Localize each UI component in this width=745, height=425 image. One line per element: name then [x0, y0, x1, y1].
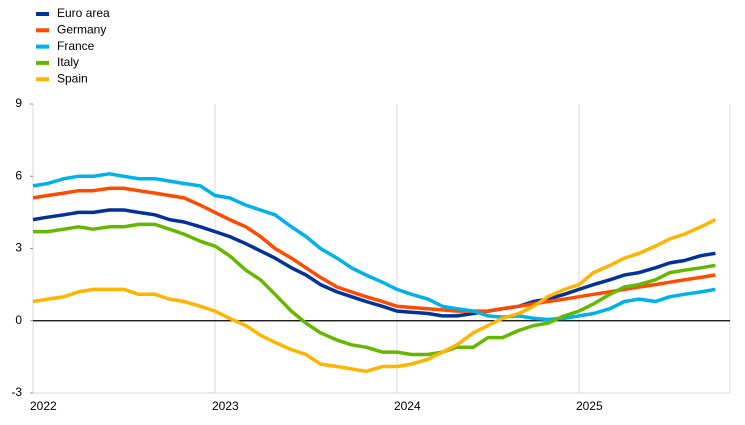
legend-label: Italy	[57, 55, 79, 69]
legend-label: Germany	[57, 22, 106, 36]
y-tick-label: -3	[11, 385, 22, 399]
series-line	[32, 208, 716, 318]
series-line	[32, 186, 716, 313]
series-line	[32, 172, 716, 322]
x-tick-label: 2022	[30, 399, 57, 413]
y-tick-label: 9	[15, 96, 22, 110]
x-tick-label: 2023	[212, 399, 239, 413]
x-tick-label: 2025	[576, 399, 603, 413]
x-tick-label: 2024	[394, 399, 421, 413]
legend-label: France	[57, 39, 95, 53]
y-tick-label: 3	[15, 241, 22, 255]
legend-label: Spain	[57, 71, 88, 85]
series-line	[32, 218, 717, 374]
series-line	[33, 222, 716, 357]
y-tick-label: 0	[15, 313, 22, 327]
y-tick-label: 6	[15, 168, 22, 182]
legend-label: Euro area	[57, 6, 110, 20]
